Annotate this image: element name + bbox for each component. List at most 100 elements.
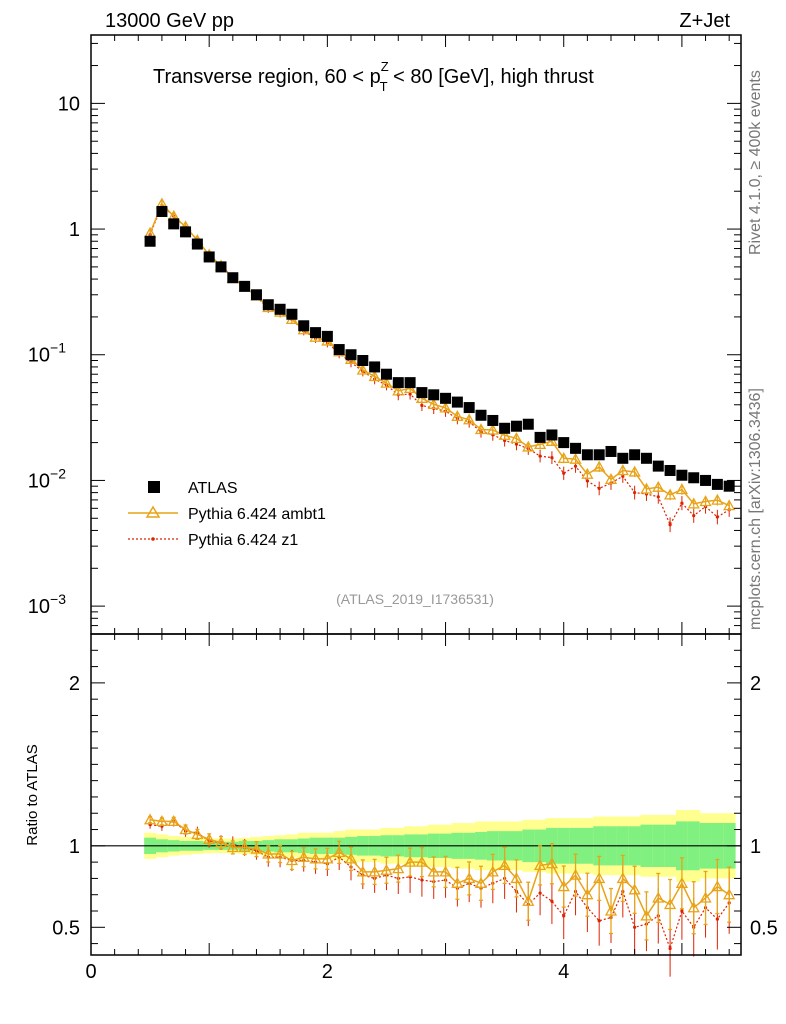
ambt1-ratio-point — [474, 876, 488, 888]
legend: ATLAS Pythia 6.424 ambt1 Pythia 6.424 z1 — [128, 480, 326, 549]
ambt1-ratio-point — [486, 865, 499, 877]
atlas-data-point — [617, 452, 629, 464]
ambt1-main-point — [533, 438, 547, 450]
ambt1-ratio-point — [675, 876, 689, 888]
z1-ratio-point — [538, 891, 542, 895]
z1-main-point — [692, 514, 696, 518]
legend-atlas-label: ATLAS — [188, 480, 238, 497]
ambt1-ratio-point — [663, 898, 677, 910]
ambt1-ratio-point — [368, 865, 381, 877]
ambt1-main-point — [604, 473, 618, 485]
atlas-data-point — [723, 480, 735, 492]
legend-z1-marker — [151, 537, 155, 541]
ambt1-ratio-point — [439, 865, 452, 877]
z1-main-point — [680, 501, 684, 505]
atlas-data-point — [558, 437, 570, 449]
z1-main-point — [514, 442, 519, 446]
ambt1-main-point — [474, 423, 488, 435]
ratio-bands — [91, 809, 741, 882]
ambt1-ratio-point — [451, 876, 464, 888]
ambt1-ratio-point — [238, 841, 251, 853]
ambt1-ratio-point — [711, 880, 724, 892]
atlas-data-point — [534, 431, 546, 443]
atlas-data-point — [250, 289, 262, 301]
ambt1-ratio-point — [226, 841, 239, 853]
ambt1-main-point — [356, 363, 369, 375]
ambt1-ratio-point — [640, 909, 653, 921]
atlas-data-point — [227, 272, 239, 284]
atlas-data-point — [380, 368, 392, 380]
ambt1-main-point — [616, 464, 629, 476]
z1-ratio-point — [562, 914, 566, 918]
legend-ambt1-label: Pythia 6.424 ambt1 — [188, 506, 326, 523]
ambt1-ratio-point — [380, 863, 393, 875]
z1-main-point — [562, 471, 566, 475]
ambt1-ratio-point — [415, 855, 429, 867]
ratio-y-tick-label-right: 0.5 — [750, 917, 778, 939]
atlas-data-point — [144, 235, 156, 247]
z1-ratio-point — [550, 899, 554, 903]
z1-main-point — [573, 464, 578, 468]
ambt1-ratio-point — [214, 836, 228, 848]
z1-main-point — [715, 515, 719, 519]
atlas-data-point — [652, 460, 664, 472]
atlas-data-point — [286, 308, 298, 320]
ambt1-ratio-point — [616, 872, 629, 884]
y-tick-label: 10−2 — [28, 465, 66, 492]
y-tick-label: 1 — [69, 219, 80, 241]
ambt1-main-point — [581, 467, 594, 479]
ambt1-ratio-point — [699, 891, 712, 903]
atlas-data-point — [239, 280, 251, 292]
ambt1-ratio-point — [557, 880, 570, 892]
atlas-data-point — [487, 414, 499, 426]
ambt1-main-point — [439, 401, 452, 413]
ambt1-main-point — [652, 480, 665, 492]
ambt1-ratio-point — [143, 813, 157, 825]
atlas-data-point — [274, 303, 286, 315]
x-tick-label: 0 — [85, 961, 96, 983]
z1-ratio-point — [668, 946, 672, 951]
ratio-y-tick-label-right: 1 — [750, 836, 761, 858]
atlas-data-point — [321, 330, 333, 342]
z1-ratio-point — [597, 919, 601, 923]
z1-main-point — [408, 392, 412, 396]
atlas-data-point — [629, 449, 641, 461]
process-label: Z+Jet — [679, 10, 730, 32]
ambt1-ratio-point — [463, 872, 476, 884]
z1-ratio-point — [420, 878, 424, 882]
atlas-data-point — [262, 299, 274, 311]
ambt1-main-point — [392, 384, 405, 396]
atlas-data-point — [191, 238, 203, 250]
ambt1-ratio-point — [356, 865, 369, 877]
ambt1-main-point — [368, 370, 381, 382]
ambt1-ratio-point — [179, 823, 192, 835]
atlas-data-point — [428, 389, 440, 401]
ambt1-ratio-point — [297, 850, 310, 862]
ambt1-ratio-point — [403, 855, 417, 867]
ambt1-ratio-point — [321, 852, 334, 864]
ambt1-main-point — [510, 432, 523, 444]
ambt1-main-point — [711, 493, 724, 505]
ambt1-ratio-point — [427, 865, 440, 877]
ambt1-main-point — [427, 397, 440, 409]
z1-main-point — [420, 403, 424, 408]
z1-main-point — [550, 456, 554, 460]
ambt1-ratio-point — [723, 888, 736, 900]
atlas-data-point — [581, 449, 593, 461]
ambt1-main-point — [380, 376, 393, 388]
atlas-data-point — [593, 449, 605, 461]
atlas-data-point — [605, 445, 617, 457]
z1-main-point — [633, 491, 637, 495]
ambt1-main-point — [628, 465, 641, 477]
ambt1-main-point — [687, 497, 700, 509]
ratio-ylabel: Ratio to ATLAS — [24, 744, 41, 845]
ambt1-ratio-point — [309, 852, 322, 864]
atlas-data-point — [203, 251, 215, 263]
analysis-label: (ATLAS_2019_I1736531) — [336, 591, 494, 607]
atlas-data-point — [180, 226, 192, 238]
z1-main-point — [585, 479, 589, 483]
y-tick-label: 10−1 — [28, 340, 66, 367]
ambt1-ratio-point — [687, 901, 700, 913]
ambt1-main-point — [545, 434, 559, 446]
ambt1-ratio-point — [581, 888, 594, 900]
